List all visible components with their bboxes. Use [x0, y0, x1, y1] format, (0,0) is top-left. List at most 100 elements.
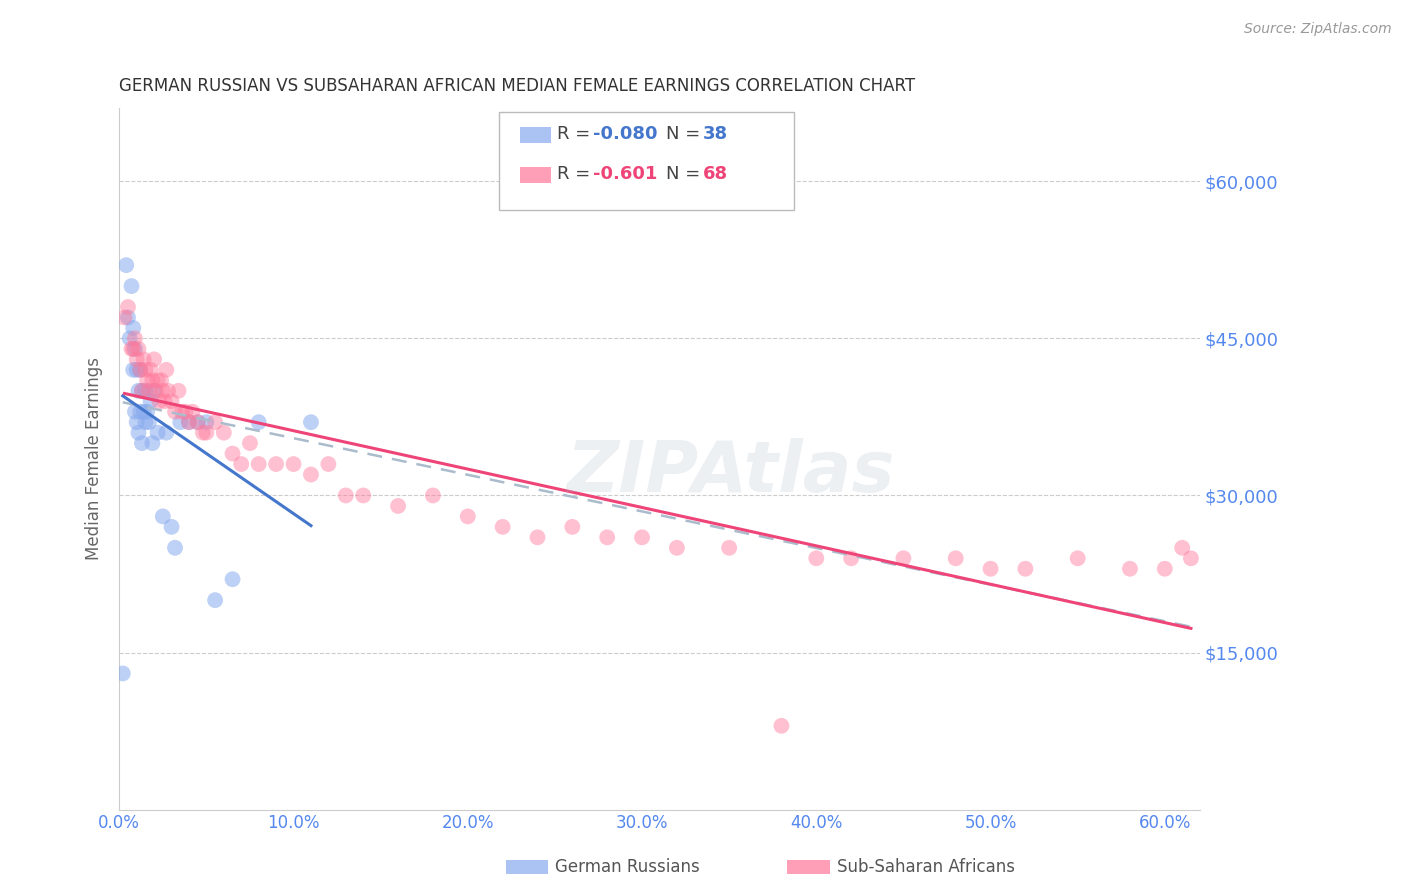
Point	[111, 666, 134, 681]
Point	[167, 384, 190, 398]
Point	[221, 447, 243, 461]
Y-axis label: Median Female Earnings: Median Female Earnings	[86, 358, 103, 560]
Point	[125, 415, 148, 429]
Point	[195, 425, 218, 440]
Point	[457, 509, 479, 524]
Point	[387, 499, 409, 513]
Point	[136, 373, 159, 387]
Point	[146, 425, 169, 440]
Point	[160, 520, 183, 534]
Point	[155, 363, 177, 377]
Text: -0.080: -0.080	[593, 125, 658, 143]
Point	[118, 331, 141, 345]
Point	[422, 488, 444, 502]
Point	[1171, 541, 1194, 555]
Point	[127, 342, 149, 356]
Point	[153, 394, 176, 409]
Point	[980, 562, 1002, 576]
Point	[143, 352, 166, 367]
Point	[283, 457, 305, 471]
Point	[221, 572, 243, 586]
Point	[352, 488, 374, 502]
Point	[139, 363, 162, 377]
Point	[152, 509, 174, 524]
Point	[121, 279, 143, 293]
Text: 68: 68	[703, 165, 728, 183]
Point	[124, 331, 146, 345]
Point	[129, 363, 152, 377]
Point	[893, 551, 915, 566]
Point	[131, 384, 153, 398]
Point	[526, 530, 548, 544]
Point	[114, 310, 136, 325]
Point	[127, 425, 149, 440]
Point	[131, 384, 153, 398]
Point	[148, 394, 170, 409]
Point	[124, 405, 146, 419]
Text: N =: N =	[666, 165, 706, 183]
Point	[718, 541, 741, 555]
Text: 38: 38	[703, 125, 728, 143]
Point	[152, 384, 174, 398]
Point	[491, 520, 513, 534]
Point	[177, 415, 200, 429]
Point	[169, 415, 191, 429]
Point	[1014, 562, 1036, 576]
Point	[181, 405, 204, 419]
Point	[806, 551, 828, 566]
Point	[146, 373, 169, 387]
Point	[125, 363, 148, 377]
Point	[155, 425, 177, 440]
Text: R =: R =	[557, 165, 596, 183]
Point	[596, 530, 619, 544]
Point	[134, 415, 156, 429]
Point	[157, 384, 180, 398]
Point	[117, 300, 139, 314]
Point	[299, 415, 322, 429]
Point	[150, 373, 173, 387]
Point	[665, 541, 688, 555]
Point	[247, 457, 270, 471]
Point	[122, 321, 145, 335]
Point	[115, 258, 138, 272]
Point	[187, 415, 209, 429]
Point	[143, 384, 166, 398]
Text: German Russians: German Russians	[555, 858, 700, 876]
Point	[131, 436, 153, 450]
Point	[160, 394, 183, 409]
Point	[770, 719, 793, 733]
Point	[1119, 562, 1142, 576]
Point	[163, 541, 186, 555]
Point	[122, 363, 145, 377]
Point	[124, 342, 146, 356]
Point	[1180, 551, 1202, 566]
Text: Source: ZipAtlas.com: Source: ZipAtlas.com	[1244, 22, 1392, 37]
Point	[134, 363, 156, 377]
Point	[1066, 551, 1088, 566]
Point	[335, 488, 357, 502]
Point	[138, 415, 160, 429]
Point	[187, 415, 209, 429]
Point	[145, 384, 167, 398]
Point	[163, 405, 186, 419]
Point	[195, 415, 218, 429]
Point	[122, 342, 145, 356]
Point	[212, 425, 235, 440]
Point	[134, 384, 156, 398]
Point	[318, 457, 340, 471]
Point	[204, 593, 226, 607]
Text: ZIPAtlas: ZIPAtlas	[567, 438, 896, 508]
Point	[191, 425, 214, 440]
Point	[204, 415, 226, 429]
Text: R =: R =	[557, 125, 596, 143]
Point	[141, 373, 163, 387]
Point	[139, 394, 162, 409]
Point	[264, 457, 287, 471]
Point	[141, 436, 163, 450]
Point	[247, 415, 270, 429]
Text: GERMAN RUSSIAN VS SUBSAHARAN AFRICAN MEDIAN FEMALE EARNINGS CORRELATION CHART: GERMAN RUSSIAN VS SUBSAHARAN AFRICAN MED…	[120, 78, 915, 95]
Point	[136, 405, 159, 419]
Point	[138, 384, 160, 398]
Point	[121, 342, 143, 356]
Point	[839, 551, 862, 566]
